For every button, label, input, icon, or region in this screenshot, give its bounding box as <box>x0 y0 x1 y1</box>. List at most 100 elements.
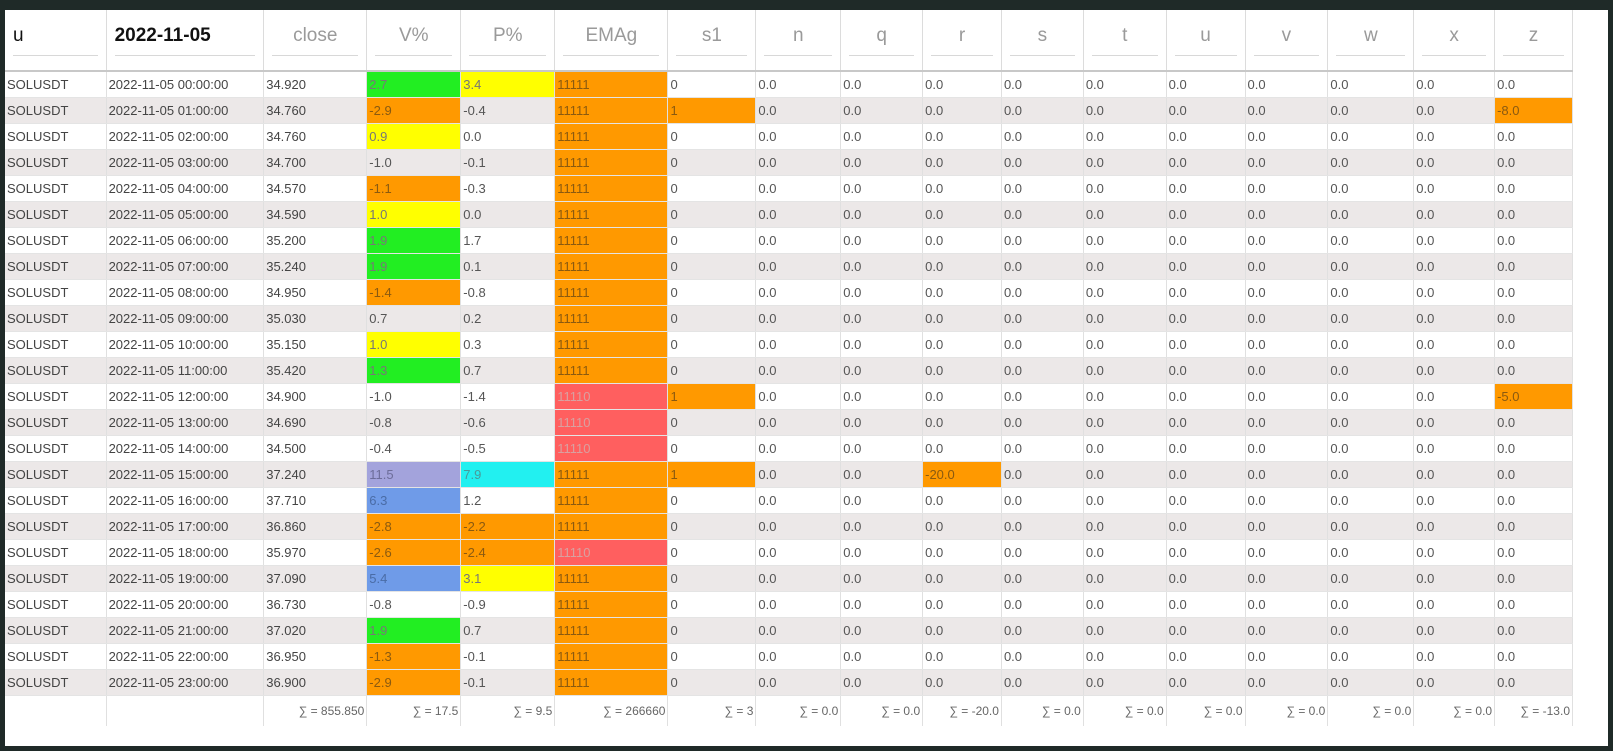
table-cell: 0.0 <box>922 513 1002 540</box>
table-cell: 34.700 <box>263 149 368 176</box>
table-cell: 35.240 <box>263 253 368 280</box>
table-cell: SOLUSDT <box>5 383 107 410</box>
column-header-7[interactable]: n <box>755 10 842 72</box>
table-cell: 0.0 <box>922 669 1002 696</box>
table-row[interactable]: SOLUSDT 2022-11-05 23:00:00 36.900 -2.9 -0.1… <box>5 669 1573 696</box>
table-cell: 1.0 <box>366 201 462 228</box>
column-header-15[interactable]: x <box>1413 10 1496 72</box>
table-cell: 0.0 <box>1413 201 1496 228</box>
table-cell: 2022-11-05 14:00:00 <box>106 435 265 462</box>
table-row[interactable]: SOLUSDT 2022-11-05 12:00:00 34.900 -1.0 -1.4… <box>5 383 1573 410</box>
table-cell: 11111 <box>554 357 669 384</box>
table-cell: 0.0 <box>1166 409 1246 436</box>
table-row[interactable]: SOLUSDT 2022-11-05 02:00:00 34.760 0.9 0.0 11… <box>5 123 1573 150</box>
table-cell: 0 <box>667 669 757 696</box>
table-cell: 0.0 <box>1494 227 1573 254</box>
column-total: ∑ = 855.850 <box>263 695 368 726</box>
column-header-12[interactable]: u <box>1166 10 1246 72</box>
table-row[interactable]: SOLUSDT 2022-11-05 16:00:00 37.710 6.3 1.2 11… <box>5 487 1573 514</box>
table-cell: SOLUSDT <box>5 669 107 696</box>
table-cell: 1 <box>667 383 757 410</box>
column-header-10[interactable]: s <box>1001 10 1084 72</box>
table-cell: 0.0 <box>840 513 924 540</box>
table-row[interactable]: SOLUSDT 2022-11-05 00:00:00 34.920 2.7 3.4 11… <box>5 71 1573 98</box>
column-header-1[interactable]: 2022-11-05 <box>106 10 265 72</box>
table-row[interactable]: SOLUSDT 2022-11-05 18:00:00 35.970 -2.6 -2.4… <box>5 539 1573 566</box>
table-row[interactable]: SOLUSDT 2022-11-05 07:00:00 35.240 1.9 0.1 11… <box>5 253 1573 280</box>
table-row[interactable]: SOLUSDT 2022-11-05 21:00:00 37.020 1.9 0.7 11… <box>5 617 1573 644</box>
column-header-9[interactable]: r <box>922 10 1002 72</box>
table-row[interactable]: SOLUSDT 2022-11-05 01:00:00 34.760 -2.9 -0.4… <box>5 97 1573 124</box>
table-cell: 0.0 <box>1166 357 1246 384</box>
table-cell: 0.0 <box>1413 383 1496 410</box>
table-cell: 0.2 <box>460 305 556 332</box>
column-header-3[interactable]: V% <box>366 10 462 72</box>
table-row[interactable]: SOLUSDT 2022-11-05 06:00:00 35.200 1.9 1.7 11… <box>5 227 1573 254</box>
table-cell: 0.0 <box>922 253 1002 280</box>
table-row[interactable]: SOLUSDT 2022-11-05 10:00:00 35.150 1.0 0.3 11… <box>5 331 1573 358</box>
table-cell: 0.0 <box>1001 643 1084 670</box>
table-cell: -0.5 <box>460 435 556 462</box>
table-row[interactable]: SOLUSDT 2022-11-05 04:00:00 34.570 -1.1 -0.3… <box>5 175 1573 202</box>
table-cell: 0.0 <box>1413 279 1496 306</box>
table-cell: 0.0 <box>1245 357 1329 384</box>
table-cell: 0.0 <box>922 97 1002 124</box>
column-header-5[interactable]: EMAg <box>554 10 669 72</box>
table-cell: 0.0 <box>1413 513 1496 540</box>
table-cell: 0.0 <box>1245 175 1329 202</box>
column-header-16[interactable]: z <box>1494 10 1573 72</box>
table-row[interactable]: SOLUSDT 2022-11-05 08:00:00 34.950 -1.4 -0.8… <box>5 279 1573 306</box>
table-cell: 0.0 <box>1327 279 1415 306</box>
column-header-13[interactable]: v <box>1245 10 1329 72</box>
table-cell: 2022-11-05 23:00:00 <box>106 669 265 696</box>
table-cell: 0.0 <box>1083 227 1167 254</box>
table-row[interactable]: SOLUSDT 2022-11-05 17:00:00 36.860 -2.8 -2.2… <box>5 513 1573 540</box>
column-header-4[interactable]: P% <box>460 10 556 72</box>
table-cell: 0 <box>667 513 757 540</box>
table-cell: 0.0 <box>1245 513 1329 540</box>
table-cell: 0.0 <box>840 617 924 644</box>
table-cell: 2022-11-05 06:00:00 <box>106 227 265 254</box>
table-cell: 0.0 <box>922 591 1002 618</box>
table-cell: 0.0 <box>755 305 842 332</box>
table-cell: 0 <box>667 253 757 280</box>
table-cell: 0.0 <box>1166 279 1246 306</box>
table-row[interactable]: SOLUSDT 2022-11-05 05:00:00 34.590 1.0 0.0 11… <box>5 201 1573 228</box>
table-row[interactable]: SOLUSDT 2022-11-05 03:00:00 34.700 -1.0 -0.1… <box>5 149 1573 176</box>
table-cell: 34.500 <box>263 435 368 462</box>
table-cell: 0.0 <box>1083 565 1167 592</box>
totals-row: ∑ = 855.850 ∑ = 17.5 ∑ = 9.5 ∑ = 266660 ∑ = … <box>5 695 1573 726</box>
column-header-8[interactable]: q <box>840 10 924 72</box>
table-cell: 1.7 <box>460 227 556 254</box>
table-cell: 0.0 <box>1166 331 1246 358</box>
column-header-2[interactable]: close <box>263 10 368 72</box>
table-cell: 0.0 <box>922 383 1002 410</box>
table-cell: 11110 <box>554 409 669 436</box>
column-header-11[interactable]: t <box>1083 10 1167 72</box>
column-header-14[interactable]: w <box>1327 10 1415 72</box>
table-cell: SOLUSDT <box>5 513 107 540</box>
table-cell: 0.0 <box>1001 123 1084 150</box>
table-row[interactable]: SOLUSDT 2022-11-05 11:00:00 35.420 1.3 0.7 11… <box>5 357 1573 384</box>
table-row[interactable]: SOLUSDT 2022-11-05 20:00:00 36.730 -0.8 -0.9… <box>5 591 1573 618</box>
table-row[interactable]: SOLUSDT 2022-11-05 19:00:00 37.090 5.4 3.1 11… <box>5 565 1573 592</box>
table-cell: 0.0 <box>1166 617 1246 644</box>
table-row[interactable]: SOLUSDT 2022-11-05 15:00:00 37.240 11.5 7.9 1… <box>5 461 1573 488</box>
table-cell: 0 <box>667 305 757 332</box>
table-cell: 0.0 <box>1413 305 1496 332</box>
table-cell: 0.0 <box>1327 201 1415 228</box>
column-header-6[interactable]: s1 <box>667 10 757 72</box>
table-cell: 0.0 <box>755 513 842 540</box>
table-cell: 34.690 <box>263 409 368 436</box>
column-total: ∑ = 17.5 <box>366 695 462 726</box>
column-header-0[interactable]: u <box>5 10 107 72</box>
table-row[interactable]: SOLUSDT 2022-11-05 22:00:00 36.950 -1.3 -0.1… <box>5 643 1573 670</box>
table-cell: 0.0 <box>922 643 1002 670</box>
column-header-label: P% <box>469 25 547 56</box>
table-cell: -0.1 <box>460 669 556 696</box>
table-row[interactable]: SOLUSDT 2022-11-05 13:00:00 34.690 -0.8 -0.6… <box>5 409 1573 436</box>
table-row[interactable]: SOLUSDT 2022-11-05 09:00:00 35.030 0.7 0.2 11… <box>5 305 1573 332</box>
table-row[interactable]: SOLUSDT 2022-11-05 14:00:00 34.500 -0.4 -0.5… <box>5 435 1573 462</box>
table-cell: 0 <box>667 565 757 592</box>
table-cell: 0.0 <box>1166 201 1246 228</box>
